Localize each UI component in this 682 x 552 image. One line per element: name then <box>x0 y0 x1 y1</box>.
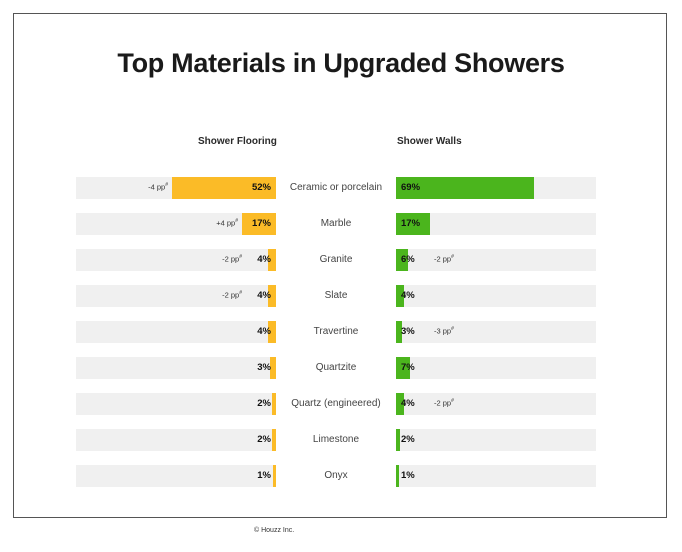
walls-value-label: 4% <box>401 290 415 301</box>
flooring-value-label: 4% <box>257 290 271 301</box>
walls-value-label: 2% <box>401 434 415 445</box>
walls-track <box>396 321 596 343</box>
material-label: Granite <box>319 254 353 265</box>
material-label: Onyx <box>324 470 348 481</box>
flooring-bar <box>273 465 276 487</box>
walls-track <box>396 285 596 307</box>
walls-bar <box>396 213 430 235</box>
walls-bar <box>396 357 410 379</box>
flooring-bar <box>268 285 276 307</box>
flooring-value-label: 2% <box>257 434 271 445</box>
flooring-value-label: 3% <box>257 362 271 373</box>
flooring-change-label: -4 pp# <box>148 182 168 192</box>
flooring-value-label: 2% <box>257 398 271 409</box>
flooring-value-label: 52% <box>251 182 271 193</box>
walls-track <box>396 249 596 271</box>
walls-value-label: 1% <box>401 470 415 481</box>
flooring-value-label: 4% <box>257 254 271 265</box>
flooring-track <box>76 429 276 451</box>
material-label: Quartz (engineered) <box>291 398 381 409</box>
material-label: Marble <box>320 218 352 229</box>
flooring-track <box>76 465 276 487</box>
walls-track <box>396 465 596 487</box>
walls-bar <box>396 393 404 415</box>
walls-column-header: Shower Walls <box>397 136 462 147</box>
walls-bar <box>396 249 408 271</box>
walls-track <box>396 213 596 235</box>
flooring-track <box>76 285 276 307</box>
flooring-track <box>76 249 276 271</box>
chart-title: Top Materials in Upgraded Showers <box>117 48 565 78</box>
walls-track <box>396 357 596 379</box>
walls-bar <box>396 429 400 451</box>
walls-value-label: 7% <box>401 362 415 373</box>
walls-change-label: -2 pp# <box>434 398 454 408</box>
walls-value-label: 4% <box>401 398 415 409</box>
flooring-bar <box>270 357 276 379</box>
walls-bar <box>396 321 402 343</box>
flooring-column-header: Shower Flooring <box>198 136 277 147</box>
material-label: Ceramic or porcelain <box>289 182 383 193</box>
flooring-change-label: -2 pp# <box>222 254 242 264</box>
material-label: Travertine <box>313 326 359 337</box>
walls-value-label: 6% <box>401 254 415 265</box>
flooring-value-label: 1% <box>257 470 271 481</box>
flooring-bar <box>172 177 276 199</box>
walls-value-label: 69% <box>401 182 421 193</box>
flooring-track <box>76 213 276 235</box>
walls-change-label: -2 pp# <box>434 254 454 264</box>
walls-track <box>396 429 596 451</box>
walls-bar <box>396 285 404 307</box>
walls-bar <box>396 177 534 199</box>
flooring-bar <box>268 249 276 271</box>
material-label: Limestone <box>312 434 360 445</box>
flooring-track <box>76 357 276 379</box>
copyright-footer: © Houzz Inc. <box>254 527 295 534</box>
material-label: Slate <box>324 290 348 301</box>
flooring-change-label: -2 pp# <box>222 290 242 300</box>
flooring-track <box>76 321 276 343</box>
flooring-change-label: +4 pp# <box>216 218 238 228</box>
walls-value-label: 17% <box>401 218 421 229</box>
flooring-value-label: 4% <box>257 326 271 337</box>
walls-track <box>396 393 596 415</box>
material-label: Quartzite <box>315 362 357 373</box>
walls-change-label: -3 pp# <box>434 326 454 336</box>
flooring-bar <box>242 213 276 235</box>
flooring-track <box>76 393 276 415</box>
walls-bar <box>396 465 399 487</box>
flooring-bar <box>272 429 276 451</box>
flooring-bar <box>268 321 276 343</box>
walls-value-label: 3% <box>401 326 415 337</box>
flooring-value-label: 17% <box>251 218 271 229</box>
flooring-bar <box>272 393 276 415</box>
